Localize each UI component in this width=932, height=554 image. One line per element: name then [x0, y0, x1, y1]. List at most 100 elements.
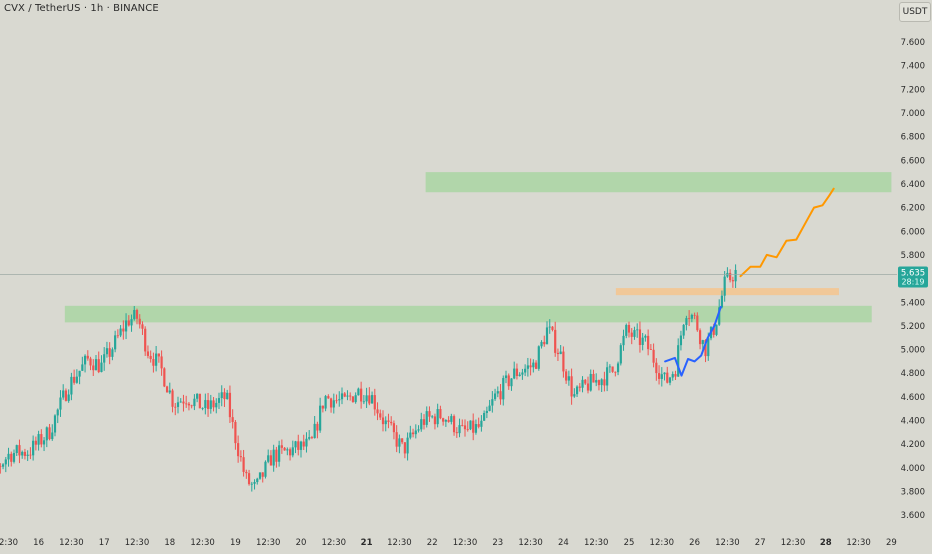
candle-body — [75, 376, 78, 383]
candle-228 — [595, 373, 598, 387]
y-tick-label: 7.400 — [901, 62, 925, 72]
candle-49 — [105, 341, 109, 358]
candle-body — [515, 368, 519, 376]
candle-body — [258, 472, 262, 479]
candle-231 — [603, 371, 606, 392]
candle-body — [368, 395, 371, 404]
candle-body — [103, 354, 106, 363]
candle-257 — [674, 370, 677, 381]
x-tick-label: 12:30 — [846, 538, 871, 548]
candle-232 — [606, 361, 609, 392]
candle-body — [641, 337, 644, 345]
projection-path-orange — [739, 187, 835, 278]
candle-71 — [165, 385, 169, 393]
candle-body — [10, 453, 13, 462]
candle-body — [217, 398, 221, 403]
candle-29 — [51, 424, 54, 441]
y-tick-label: 5.400 — [901, 298, 925, 308]
candle-120 — [299, 440, 303, 458]
candle-body — [332, 400, 335, 408]
candle-body — [209, 400, 212, 409]
candle-body — [256, 478, 259, 483]
candle-53 — [116, 329, 119, 339]
candle-200 — [518, 372, 521, 377]
candle-body — [168, 390, 171, 393]
x-tick-label: 17 — [99, 538, 110, 548]
x-tick-label: 12:30 — [518, 538, 543, 548]
candle-100 — [245, 469, 248, 479]
candle-body — [34, 440, 37, 445]
candle-122 — [305, 432, 308, 453]
candle-199 — [515, 363, 519, 380]
y-tick-label: 7.000 — [901, 109, 925, 119]
x-tick-label: 24 — [558, 538, 569, 548]
candle-135 — [340, 387, 344, 405]
candle-body — [163, 368, 166, 387]
candle-body — [537, 346, 540, 369]
candle-body — [360, 388, 363, 402]
candle-45 — [94, 355, 98, 371]
candle-body — [636, 329, 639, 331]
candle-body — [316, 423, 319, 431]
candle-body — [130, 319, 133, 326]
candle-body — [562, 351, 565, 372]
candle-196 — [507, 373, 510, 390]
candle-body — [327, 396, 330, 399]
x-tick-label: 12:30 — [0, 538, 18, 548]
candle-body — [655, 362, 658, 374]
candle-264 — [693, 312, 696, 320]
candle-body — [704, 340, 707, 357]
symbol-title[interactable]: CVX / TetherUS · 1h · BINANCE — [4, 3, 159, 14]
candle-body — [351, 396, 355, 403]
candle-body — [362, 401, 365, 403]
candle-259 — [679, 330, 683, 351]
candle-body — [135, 309, 139, 319]
candle-90 — [217, 392, 221, 409]
candle-96 — [234, 419, 237, 450]
candle-body — [324, 396, 327, 409]
x-tick-label: 21 — [361, 538, 373, 548]
candle-body — [250, 483, 253, 485]
candle-body — [660, 374, 663, 379]
candle-211 — [548, 319, 551, 334]
candle-174 — [447, 416, 450, 423]
candle-body — [485, 410, 488, 414]
candle-105 — [258, 472, 262, 480]
candle-191 — [493, 388, 497, 401]
candle-59 — [133, 305, 136, 321]
y-tick-label: 6.200 — [901, 204, 925, 214]
candle-body — [73, 376, 76, 383]
candle-80 — [190, 404, 193, 409]
currency-button[interactable]: USDT — [899, 2, 931, 22]
candle-body — [387, 420, 390, 422]
candle-body — [671, 374, 674, 378]
candle-143 — [362, 395, 365, 405]
candle-230 — [600, 378, 603, 393]
candle-181 — [466, 421, 469, 432]
candle-125 — [313, 415, 316, 439]
candle-body — [291, 447, 294, 456]
candle-242 — [633, 326, 636, 340]
candle-279 — [734, 264, 737, 289]
candle-195 — [504, 370, 508, 384]
candle-18 — [21, 450, 24, 459]
candle-178 — [458, 418, 461, 438]
candle-67 — [155, 346, 158, 372]
candle-body — [302, 441, 305, 447]
candle-151 — [384, 416, 387, 432]
candle-body — [526, 365, 529, 369]
candle-24 — [37, 430, 40, 451]
price-axis[interactable]: 7.600 7.400 7.200 7.000 6.800 6.600 6.400 6.200… — [898, 38, 928, 521]
candle-251 — [657, 365, 661, 385]
candle-126 — [316, 421, 319, 439]
candle-10 — [0, 463, 2, 474]
candle-body — [499, 391, 502, 400]
candle-body — [428, 411, 431, 417]
candle-22 — [32, 435, 35, 461]
candle-body — [712, 326, 715, 335]
time-axis[interactable]: 12:30 16 12:30 17 12:30 18 12:30 19 12:30 20 12:30… — [0, 538, 897, 548]
candle-body — [198, 393, 201, 409]
candle-body — [338, 399, 341, 401]
